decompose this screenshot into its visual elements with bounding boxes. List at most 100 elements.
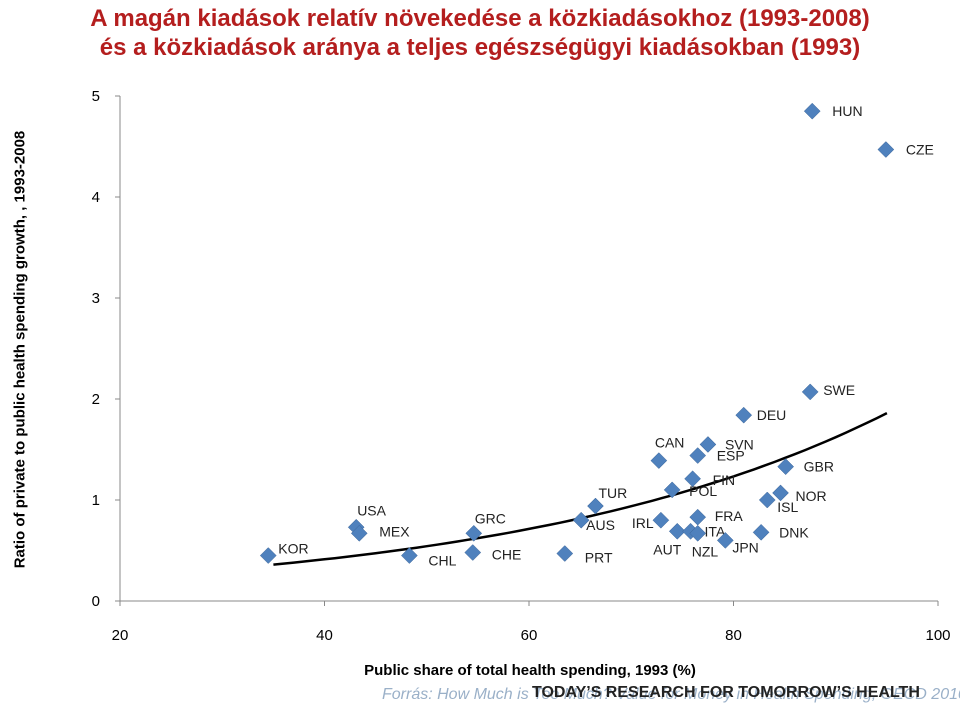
- point-label: PRT: [585, 550, 613, 566]
- x-tick-label: 100: [925, 627, 950, 644]
- point-label: JPN: [732, 539, 758, 555]
- point-marker: [752, 523, 770, 541]
- data-point-aus: AUS: [572, 511, 615, 533]
- data-point-irl: IRL: [632, 511, 670, 531]
- data-point-tur: TUR: [587, 485, 627, 515]
- x-tick-label: 80: [725, 627, 742, 644]
- y-tick-label: 0: [92, 593, 100, 610]
- data-point-esp: ESP: [689, 447, 745, 464]
- point-label: NZL: [692, 543, 719, 559]
- point-marker: [803, 102, 821, 120]
- data-point-grc: GRC: [465, 510, 506, 542]
- point-marker: [699, 436, 717, 453]
- point-marker: [684, 470, 701, 488]
- axes: 0 1 2 3 4 5 20 40 60 80 100: [92, 88, 951, 644]
- x-tick-label: 20: [112, 627, 129, 644]
- point-label: HUN: [832, 103, 862, 119]
- point-label: MEX: [379, 523, 410, 539]
- point-label: CAN: [655, 435, 685, 451]
- data-point-aut: AUT: [653, 522, 686, 557]
- point-marker: [801, 383, 819, 401]
- point-marker: [259, 547, 277, 564]
- point-label: ITA: [705, 523, 726, 539]
- point-label: FIN: [713, 472, 736, 488]
- point-marker: [777, 458, 795, 476]
- data-point-chl: CHL: [401, 547, 457, 569]
- chart-title: A magán kiadások relatív növekedése a kö…: [0, 4, 960, 62]
- point-label: SWE: [823, 382, 855, 398]
- point-marker: [716, 532, 734, 549]
- point-marker: [652, 511, 670, 529]
- point-label: POL: [689, 483, 717, 499]
- point-marker: [350, 524, 368, 542]
- point-marker: [689, 524, 707, 542]
- point-marker: [668, 522, 686, 540]
- point-label: GRC: [475, 510, 506, 526]
- point-label: IRL: [632, 515, 654, 531]
- point-label: ISL: [777, 499, 798, 515]
- x-tick-label: 60: [521, 627, 538, 644]
- data-point-ita: ITA: [682, 522, 726, 540]
- x-axis-label: Public share of total health spending, 1…: [364, 662, 696, 679]
- point-label: KOR: [278, 541, 308, 557]
- source-note: Forrás: How Much is Too Much? Value for …: [382, 686, 960, 703]
- point-marker: [587, 497, 604, 515]
- point-label: TUR: [598, 485, 627, 501]
- data-points: KOR USA MEX CHL GRC CHE PRT AUS TUR CAN IRL POL AUT I…: [259, 102, 934, 569]
- point-label: USA: [357, 502, 386, 518]
- chart-title-line2: és a közkiadások aránya a teljes egészsé…: [99, 34, 861, 61]
- y-tick-label: 5: [92, 88, 100, 105]
- scatter-chart: 0 1 2 3 4 5 20 40 60 80 100 KOR USA MEX CHL GRC CHE PRT A…: [92, 88, 951, 679]
- point-marker: [401, 547, 418, 564]
- point-marker: [689, 508, 707, 526]
- data-point-isl: ISL: [758, 491, 798, 515]
- data-point-nzl: NZL: [689, 524, 719, 559]
- footer: Forrás: How Much is Too Much? Value for …: [0, 684, 960, 709]
- point-marker: [572, 511, 590, 529]
- data-point-dnk: DNK: [752, 523, 809, 541]
- data-point-che: CHE: [464, 544, 522, 563]
- data-point-mex: MEX: [350, 523, 410, 542]
- point-marker: [772, 484, 789, 502]
- data-point-fra: FRA: [689, 508, 743, 526]
- y-tick-label: 2: [92, 391, 100, 408]
- tagline: TODAY’S RESEARCH FOR TOMORROW’S HEALTH: [532, 684, 920, 701]
- data-point-jpn: JPN: [716, 532, 759, 555]
- point-marker: [735, 406, 753, 424]
- point-label: CZE: [906, 142, 934, 158]
- y-tick-label: 4: [92, 189, 100, 206]
- point-label: ESP: [717, 448, 745, 464]
- y-tick-label: 3: [92, 290, 100, 307]
- point-label: NOR: [796, 488, 827, 504]
- data-point-nor: NOR: [772, 484, 827, 504]
- x-tick-label: 40: [316, 627, 333, 644]
- point-marker: [877, 141, 895, 158]
- point-marker: [663, 481, 681, 499]
- point-label: SVN: [725, 436, 754, 452]
- data-point-svn: SVN: [699, 436, 754, 453]
- point-label: AUS: [586, 517, 615, 533]
- chart-title-line1: A magán kiadások relatív növekedése a kö…: [90, 5, 870, 32]
- data-point-can: CAN: [650, 435, 685, 469]
- point-label: AUT: [653, 541, 681, 557]
- y-tick-label: 1: [92, 492, 100, 509]
- point-label: CHE: [492, 547, 522, 563]
- point-label: GBR: [804, 459, 834, 475]
- point-label: DEU: [757, 407, 787, 423]
- data-point-pol: POL: [663, 481, 717, 499]
- data-point-kor: KOR: [259, 541, 309, 564]
- data-point-prt: PRT: [556, 545, 613, 566]
- point-marker: [465, 524, 483, 542]
- data-point-deu: DEU: [735, 406, 787, 424]
- point-marker: [464, 544, 482, 561]
- point-label: DNK: [779, 524, 809, 540]
- point-label: CHL: [428, 553, 456, 569]
- point-marker: [650, 452, 668, 469]
- data-point-hun: HUN: [803, 102, 863, 120]
- point-marker: [758, 491, 776, 509]
- point-marker: [556, 545, 574, 562]
- data-point-gbr: GBR: [777, 458, 834, 476]
- data-point-swe: SWE: [801, 382, 855, 401]
- data-point-usa: USA: [347, 502, 387, 536]
- point-marker: [689, 447, 707, 464]
